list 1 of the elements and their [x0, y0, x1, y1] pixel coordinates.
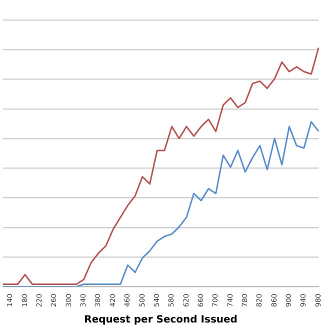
x-axis-title: Request per Second Issued	[84, 314, 238, 326]
